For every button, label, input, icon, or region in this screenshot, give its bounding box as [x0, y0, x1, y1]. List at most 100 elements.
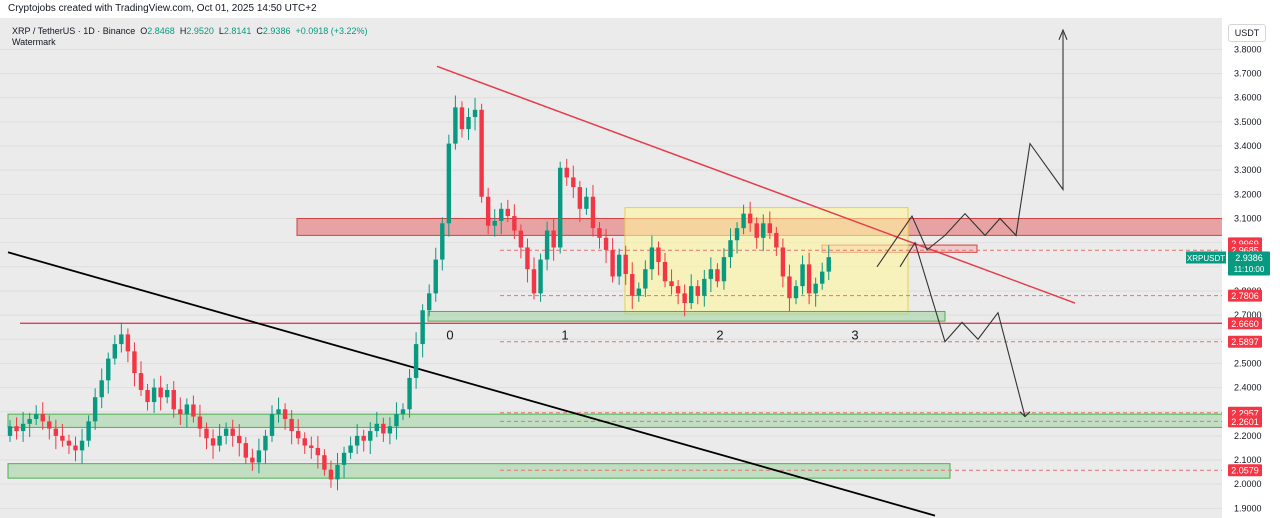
candle-body	[459, 107, 465, 130]
candle-body	[525, 247, 530, 270]
y-tick-label: 3.6000	[1234, 93, 1262, 103]
candle-body	[92, 397, 98, 422]
y-tick-label: 3.4000	[1234, 141, 1262, 151]
candle-body	[289, 418, 294, 432]
close-label: C	[256, 26, 263, 36]
candle-body	[767, 223, 772, 233]
candle-body	[106, 358, 111, 381]
candle-body	[427, 293, 432, 311]
candle-body	[649, 247, 655, 270]
candle-body	[662, 261, 668, 282]
y-tick-label: 3.3000	[1234, 165, 1262, 175]
candle-body	[675, 286, 681, 294]
price-chart[interactable]: 0 1 2 3 3.8000 3.7000 3.6000 3.5000 3.4000 3.3000…	[0, 18, 1280, 518]
candle-body	[276, 409, 281, 415]
candle-body	[361, 435, 366, 441]
chart-area[interactable]: 0 1 2 3 3.8000 3.7000 3.6000 3.5000 3.4000 3.3000…	[0, 18, 1280, 518]
candle-body	[387, 426, 393, 434]
candle-body	[79, 440, 85, 451]
candle-body	[741, 213, 746, 229]
candle-body	[413, 344, 419, 378]
candle-body	[151, 387, 157, 403]
candle-body	[99, 380, 104, 398]
last-price-symbol-tag	[1186, 251, 1226, 264]
price-tag-label: 2.5897	[1231, 337, 1259, 347]
candle-body	[7, 426, 13, 436]
candle-body	[558, 167, 563, 248]
black-trendline	[7, 251, 936, 517]
price-tag	[1228, 464, 1262, 477]
bar-countdown: 11:10:00	[1234, 265, 1265, 274]
candle-body	[682, 293, 687, 304]
candle-body	[577, 187, 583, 209]
candle-body	[800, 264, 805, 287]
last-price-value: 2.9386	[1235, 253, 1263, 263]
candle-body	[754, 223, 759, 238]
candle-body	[138, 373, 144, 390]
high-label: H	[179, 26, 187, 36]
candle-body	[263, 435, 268, 451]
candle-body	[243, 443, 248, 458]
currency-button[interactable]: USDT	[1228, 24, 1266, 42]
candle-body	[479, 109, 484, 197]
price-tag	[1228, 317, 1262, 330]
y-tick-label: 2.4000	[1234, 383, 1262, 393]
chart-credit-bar: Cryptojobs created with TradingView.com,…	[0, 0, 1280, 19]
candle-body	[590, 196, 596, 229]
candle-body	[826, 257, 831, 272]
candle-body	[335, 464, 340, 480]
candle-body	[53, 428, 59, 436]
candle-body	[165, 389, 170, 398]
price-tag-label: 2.9685	[1231, 246, 1259, 256]
candle-body	[296, 431, 301, 439]
price-tag-label: 2.9969	[1231, 239, 1259, 249]
candle-body	[112, 344, 117, 359]
candle-body	[780, 247, 786, 277]
open-value: 2.8468	[147, 26, 175, 36]
candle-body	[584, 196, 589, 209]
candle-body	[341, 452, 347, 465]
candle-body	[125, 334, 131, 352]
candle-body	[348, 445, 353, 453]
change-value: +0.0918 (+3.22%)	[295, 26, 368, 36]
candle-body	[721, 257, 727, 282]
candle-body	[689, 286, 694, 304]
candle-body	[499, 208, 504, 221]
candle-body	[544, 230, 550, 260]
candle-body	[610, 249, 615, 277]
candle-body	[728, 240, 733, 258]
bullish-path	[876, 32, 1064, 268]
candle-body	[269, 414, 275, 436]
candle-body	[708, 269, 714, 279]
price-tag	[1228, 335, 1262, 348]
candle-body	[328, 469, 334, 480]
candle-body	[643, 269, 648, 289]
consolidation-box	[624, 207, 909, 315]
candle-body	[184, 404, 190, 415]
price-tag-label: 2.2957	[1231, 408, 1259, 418]
candle-body	[197, 416, 203, 429]
y-tick-label: 3.5000	[1234, 117, 1262, 127]
candle-body	[381, 423, 386, 434]
candle-body	[34, 414, 39, 419]
high-value: 2.9520	[186, 26, 214, 36]
watermark-label: Watermark	[12, 37, 56, 47]
candle-body	[564, 167, 569, 178]
candle-body	[230, 428, 235, 436]
candle-body	[734, 228, 740, 241]
candle-body	[66, 440, 72, 446]
candle-body	[322, 455, 327, 470]
y-tick-label: 1.9000	[1234, 503, 1262, 513]
candle-body	[210, 438, 216, 446]
candle-body	[40, 414, 45, 422]
candle-body	[145, 389, 150, 403]
candle-body	[512, 216, 517, 231]
candle-body	[368, 431, 373, 441]
candle-body	[119, 334, 124, 345]
support-zone	[427, 310, 946, 322]
candle-body	[695, 286, 700, 296]
last-price-symbol: XRPUSDT	[1187, 254, 1225, 263]
bearish-path	[899, 241, 1026, 417]
open-label: O	[140, 26, 148, 36]
candle-body	[820, 271, 825, 284]
